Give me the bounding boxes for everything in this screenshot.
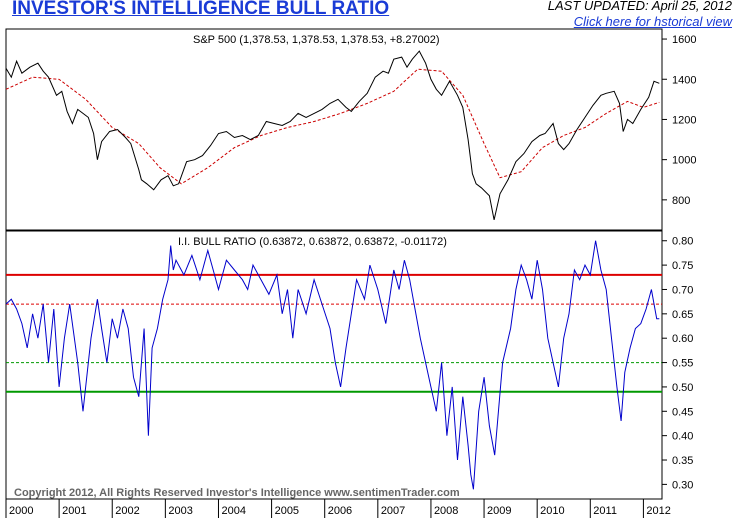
x-tick-label: 2010	[540, 505, 564, 517]
bull-ratio-y-tick-label: 0.45	[672, 406, 693, 418]
x-tick-label: 2008	[434, 505, 458, 517]
sp500-panel-title: S&P 500 (1,378.53, 1,378.53, 1,378.53, +…	[193, 34, 440, 46]
bull-ratio-y-tick-label: 0.30	[672, 479, 693, 491]
sp500-y-tick-label: 800	[672, 195, 690, 207]
x-tick-label: 2004	[221, 505, 245, 517]
bull-ratio-y-tick-label: 0.60	[672, 333, 693, 345]
sp500-y-tick-label: 1600	[672, 34, 696, 46]
bull-ratio-y-tick-label: 0.50	[672, 382, 693, 394]
bull-ratio-y-tick-label: 0.80	[672, 236, 693, 248]
x-tick-label: 2007	[381, 505, 405, 517]
bull-ratio-y-tick-label: 0.75	[672, 260, 693, 272]
x-tick-label: 2002	[115, 505, 139, 517]
bull-ratio-line	[5, 240, 660, 490]
x-tick-label: 2000	[9, 505, 33, 517]
bull-ratio-panel-frame	[5, 230, 663, 500]
bull-ratio-y-tick-label: 0.55	[672, 358, 693, 370]
bull-ratio-y-tick-label: 0.35	[672, 455, 693, 467]
sp500-y-tick-label: 1200	[672, 114, 696, 126]
sp500-y-tick-label: 1000	[672, 155, 696, 167]
x-tick-label: 2003	[168, 505, 192, 517]
sp500-moving-average-line	[5, 68, 660, 185]
x-tick-label: 2001	[62, 505, 86, 517]
sp500-price-line	[5, 50, 660, 221]
x-tick-label: 2006	[328, 505, 352, 517]
sp500-panel-frame	[5, 28, 663, 231]
page-title[interactable]: INVESTOR'S INTELLIGENCE BULL RATIO	[12, 0, 390, 19]
bull-ratio-y-tick-label: 0.65	[672, 309, 693, 321]
x-tick-label: 2005	[275, 505, 299, 517]
x-tick-label: 2009	[487, 505, 511, 517]
bull-ratio-y-tick-label: 0.70	[672, 284, 693, 296]
x-tick-label: 2011	[593, 505, 617, 517]
bull-ratio-panel-title: I.I. BULL RATIO (0.63872, 0.63872, 0.638…	[178, 236, 447, 248]
last-updated-text: LAST UPDATED: April 25, 2012	[547, 0, 732, 13]
historical-view-link[interactable]: Click here for hstorical view	[573, 14, 732, 29]
x-tick-label: 2012	[646, 505, 670, 517]
copyright-text: Copyright 2012, All Rights Reserved Inve…	[14, 487, 460, 499]
sp500-y-tick-label: 1400	[672, 74, 696, 86]
bull-ratio-y-tick-label: 0.40	[672, 431, 693, 443]
